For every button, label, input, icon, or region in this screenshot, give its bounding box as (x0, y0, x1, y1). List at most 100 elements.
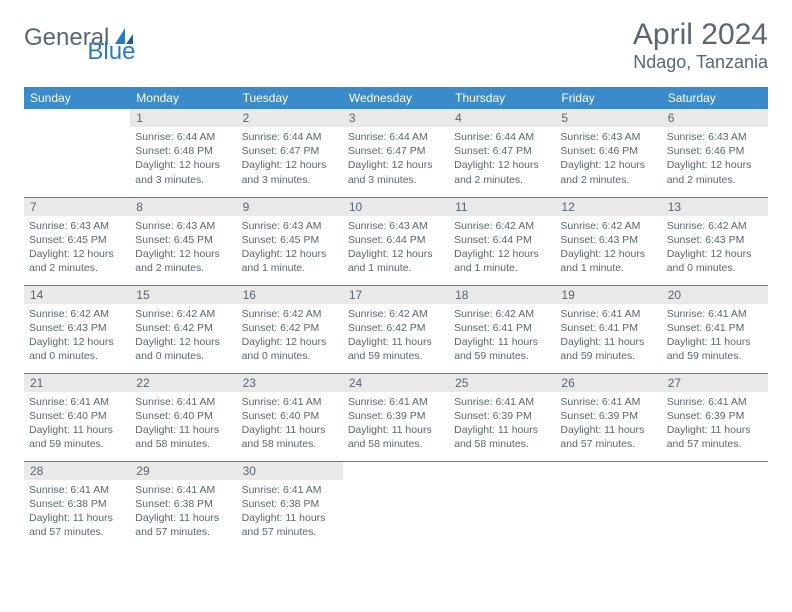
day-number: 1 (130, 109, 236, 127)
day-number: 17 (343, 286, 449, 304)
day-number: 9 (237, 198, 343, 216)
week-row: 7Sunrise: 6:43 AMSunset: 6:45 PMDaylight… (24, 197, 768, 285)
day-cell-empty: . (555, 461, 661, 545)
day-cell: 9Sunrise: 6:43 AMSunset: 6:45 PMDaylight… (237, 197, 343, 285)
brand-blue: Blue (87, 38, 135, 66)
day-content: Sunrise: 6:41 AMSunset: 6:38 PMDaylight:… (130, 480, 236, 542)
dayname-thursday: Thursday (449, 87, 555, 109)
day-number: 30 (237, 462, 343, 480)
dayname-wednesday: Wednesday (343, 87, 449, 109)
day-number: 8 (130, 198, 236, 216)
day-content: Sunrise: 6:41 AMSunset: 6:40 PMDaylight:… (237, 392, 343, 454)
day-cell-empty: . (24, 109, 130, 197)
day-number: 26 (555, 374, 661, 392)
day-content: Sunrise: 6:43 AMSunset: 6:45 PMDaylight:… (130, 216, 236, 278)
day-content: Sunrise: 6:41 AMSunset: 6:38 PMDaylight:… (24, 480, 130, 542)
dayname-friday: Friday (555, 87, 661, 109)
day-cell: 23Sunrise: 6:41 AMSunset: 6:40 PMDayligh… (237, 373, 343, 461)
day-content: Sunrise: 6:43 AMSunset: 6:44 PMDaylight:… (343, 216, 449, 278)
day-cell: 19Sunrise: 6:41 AMSunset: 6:41 PMDayligh… (555, 285, 661, 373)
day-number: 4 (449, 109, 555, 127)
day-cell: 26Sunrise: 6:41 AMSunset: 6:39 PMDayligh… (555, 373, 661, 461)
dayname-row: SundayMondayTuesdayWednesdayThursdayFrid… (24, 87, 768, 109)
day-number: 7 (24, 198, 130, 216)
day-number: 23 (237, 374, 343, 392)
day-number: 24 (343, 374, 449, 392)
day-cell: 17Sunrise: 6:42 AMSunset: 6:42 PMDayligh… (343, 285, 449, 373)
day-cell-empty: . (662, 461, 768, 545)
day-cell: 21Sunrise: 6:41 AMSunset: 6:40 PMDayligh… (24, 373, 130, 461)
day-cell-empty: . (449, 461, 555, 545)
day-number: 2 (237, 109, 343, 127)
day-content: Sunrise: 6:41 AMSunset: 6:39 PMDaylight:… (662, 392, 768, 454)
day-content: Sunrise: 6:41 AMSunset: 6:41 PMDaylight:… (662, 304, 768, 366)
day-content: Sunrise: 6:41 AMSunset: 6:39 PMDaylight:… (555, 392, 661, 454)
day-content: Sunrise: 6:44 AMSunset: 6:47 PMDaylight:… (343, 127, 449, 189)
day-number: 11 (449, 198, 555, 216)
day-content: Sunrise: 6:42 AMSunset: 6:42 PMDaylight:… (130, 304, 236, 366)
header: General Blue April 2024 Ndago, Tanzania (24, 18, 768, 73)
day-number: 13 (662, 198, 768, 216)
day-content: Sunrise: 6:43 AMSunset: 6:46 PMDaylight:… (662, 127, 768, 189)
day-content: Sunrise: 6:41 AMSunset: 6:38 PMDaylight:… (237, 480, 343, 542)
day-cell: 16Sunrise: 6:42 AMSunset: 6:42 PMDayligh… (237, 285, 343, 373)
day-content: Sunrise: 6:42 AMSunset: 6:42 PMDaylight:… (343, 304, 449, 366)
day-number: 6 (662, 109, 768, 127)
day-cell: 22Sunrise: 6:41 AMSunset: 6:40 PMDayligh… (130, 373, 236, 461)
dayname-monday: Monday (130, 87, 236, 109)
day-content: Sunrise: 6:44 AMSunset: 6:47 PMDaylight:… (449, 127, 555, 189)
calendar-table: SundayMondayTuesdayWednesdayThursdayFrid… (24, 87, 768, 545)
week-row: 14Sunrise: 6:42 AMSunset: 6:43 PMDayligh… (24, 285, 768, 373)
day-number: 21 (24, 374, 130, 392)
day-content: Sunrise: 6:42 AMSunset: 6:43 PMDaylight:… (24, 304, 130, 366)
day-cell: 12Sunrise: 6:42 AMSunset: 6:43 PMDayligh… (555, 197, 661, 285)
day-cell: 2Sunrise: 6:44 AMSunset: 6:47 PMDaylight… (237, 109, 343, 197)
day-cell: 20Sunrise: 6:41 AMSunset: 6:41 PMDayligh… (662, 285, 768, 373)
day-cell: 11Sunrise: 6:42 AMSunset: 6:44 PMDayligh… (449, 197, 555, 285)
day-number: 29 (130, 462, 236, 480)
day-content: Sunrise: 6:42 AMSunset: 6:41 PMDaylight:… (449, 304, 555, 366)
day-content: Sunrise: 6:41 AMSunset: 6:40 PMDaylight:… (24, 392, 130, 454)
day-cell: 28Sunrise: 6:41 AMSunset: 6:38 PMDayligh… (24, 461, 130, 545)
day-cell: 7Sunrise: 6:43 AMSunset: 6:45 PMDaylight… (24, 197, 130, 285)
day-content: Sunrise: 6:42 AMSunset: 6:43 PMDaylight:… (662, 216, 768, 278)
month-title: April 2024 (633, 18, 768, 52)
brand-logo: General Blue (24, 18, 187, 52)
day-cell-empty: . (343, 461, 449, 545)
title-block: April 2024 Ndago, Tanzania (633, 18, 768, 73)
day-number: 14 (24, 286, 130, 304)
day-number: 16 (237, 286, 343, 304)
day-content: Sunrise: 6:41 AMSunset: 6:41 PMDaylight:… (555, 304, 661, 366)
day-content: Sunrise: 6:44 AMSunset: 6:48 PMDaylight:… (130, 127, 236, 189)
day-cell: 14Sunrise: 6:42 AMSunset: 6:43 PMDayligh… (24, 285, 130, 373)
day-content: Sunrise: 6:43 AMSunset: 6:45 PMDaylight:… (24, 216, 130, 278)
week-row: 28Sunrise: 6:41 AMSunset: 6:38 PMDayligh… (24, 461, 768, 545)
day-cell: 4Sunrise: 6:44 AMSunset: 6:47 PMDaylight… (449, 109, 555, 197)
day-content: Sunrise: 6:42 AMSunset: 6:43 PMDaylight:… (555, 216, 661, 278)
day-cell: 13Sunrise: 6:42 AMSunset: 6:43 PMDayligh… (662, 197, 768, 285)
day-cell: 29Sunrise: 6:41 AMSunset: 6:38 PMDayligh… (130, 461, 236, 545)
day-cell: 15Sunrise: 6:42 AMSunset: 6:42 PMDayligh… (130, 285, 236, 373)
day-content: Sunrise: 6:43 AMSunset: 6:46 PMDaylight:… (555, 127, 661, 189)
day-cell: 27Sunrise: 6:41 AMSunset: 6:39 PMDayligh… (662, 373, 768, 461)
day-cell: 18Sunrise: 6:42 AMSunset: 6:41 PMDayligh… (449, 285, 555, 373)
dayname-sunday: Sunday (24, 87, 130, 109)
day-content: Sunrise: 6:41 AMSunset: 6:39 PMDaylight:… (449, 392, 555, 454)
day-number: 28 (24, 462, 130, 480)
day-cell: 1Sunrise: 6:44 AMSunset: 6:48 PMDaylight… (130, 109, 236, 197)
day-content: Sunrise: 6:42 AMSunset: 6:42 PMDaylight:… (237, 304, 343, 366)
day-content: Sunrise: 6:41 AMSunset: 6:40 PMDaylight:… (130, 392, 236, 454)
day-number: 18 (449, 286, 555, 304)
day-cell: 5Sunrise: 6:43 AMSunset: 6:46 PMDaylight… (555, 109, 661, 197)
week-row: 21Sunrise: 6:41 AMSunset: 6:40 PMDayligh… (24, 373, 768, 461)
day-number: 10 (343, 198, 449, 216)
day-content: Sunrise: 6:44 AMSunset: 6:47 PMDaylight:… (237, 127, 343, 189)
day-number: 20 (662, 286, 768, 304)
day-content: Sunrise: 6:42 AMSunset: 6:44 PMDaylight:… (449, 216, 555, 278)
day-number: 27 (662, 374, 768, 392)
day-cell: 10Sunrise: 6:43 AMSunset: 6:44 PMDayligh… (343, 197, 449, 285)
day-cell: 3Sunrise: 6:44 AMSunset: 6:47 PMDaylight… (343, 109, 449, 197)
location: Ndago, Tanzania (633, 52, 768, 73)
day-number: 12 (555, 198, 661, 216)
day-number: 3 (343, 109, 449, 127)
